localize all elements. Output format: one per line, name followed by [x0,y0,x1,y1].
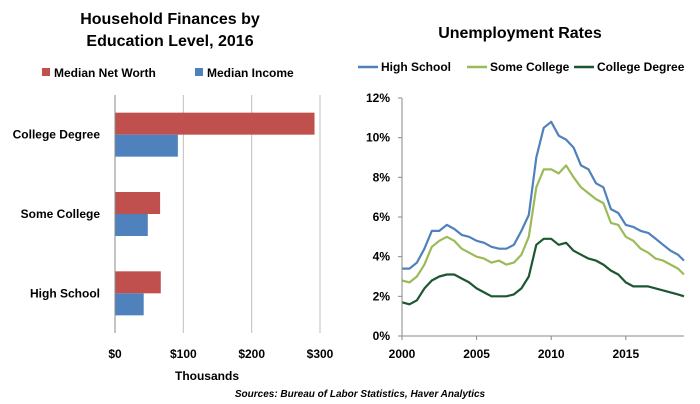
line-x-tick-label: 2005 [463,347,490,361]
bar-x-tick-label: $100 [170,347,197,361]
bar-median-income [115,293,144,316]
bar-category-label: High School [30,286,100,300]
line-y-tick-label: 8% [373,170,391,184]
line-x-tick-label: 2010 [538,347,565,361]
bar-category-label: College Degree [13,128,101,142]
bar-category-labels: College Degree Some College High School [13,128,101,301]
legend-swatch-income [195,68,203,76]
bar-marks [115,112,315,316]
line-y-tick-labels: 0% 2% 4% 6% 8% 10% 12% [366,91,402,343]
line-x-tick-label: 2015 [612,347,639,361]
bar-median-net-worth [115,271,161,294]
bar-x-axis-title: Thousands [175,369,239,383]
legend-label-college-degree: College Degree [597,60,685,74]
legend-swatch-net-worth [42,68,50,76]
line-series-high-school [402,120,685,270]
line-chart: Unemployment Rates High School Some Coll… [358,25,685,361]
legend-label-some-college: Some College [490,60,570,74]
bar-median-net-worth [115,112,315,135]
bar-median-income [115,134,178,157]
legend-label-high-school: High School [381,60,451,74]
source-note: Sources: Bureau of Labor Statistics, Hav… [235,389,486,400]
bar-chart: Household Finances by Education Level, 2… [13,11,334,383]
line-x-tick-label: 2000 [389,347,416,361]
bar-category-label: Some College [21,207,101,221]
legend-label-net-worth: Median Net Worth [54,66,156,80]
line-y-tick-label: 0% [373,329,391,343]
line-chart-title: Unemployment Rates [438,25,602,42]
bar-median-net-worth [115,192,161,214]
bar-chart-legend: Median Net Worth Median Income [42,66,294,80]
line-x-tick-labels: 2000 2005 2010 2015 [389,336,639,361]
line-y-tick-label: 10% [366,131,390,145]
bar-chart-title-line-1: Household Finances by [80,11,260,28]
bar-x-tick-label: $200 [238,347,265,361]
bar-gridlines [182,95,321,333]
line-series-some-college [401,164,685,284]
bar-x-tick-label: $300 [307,347,334,361]
line-y-tick-label: 4% [373,250,391,264]
line-y-tick-label: 2% [373,289,391,303]
bar-median-income [115,214,148,236]
line-y-tick-label: 6% [373,210,391,224]
line-series-group [401,120,685,306]
bar-chart-title-line-2: Education Level, 2016 [86,33,253,50]
line-chart-legend: High School Some College College Degree [358,60,685,74]
line-series-college-degree [401,237,685,306]
legend-label-income: Median Income [207,66,294,80]
bar-x-tick-label: $0 [108,347,122,361]
line-y-tick-label: 12% [366,91,390,105]
bar-x-tick-labels: $0 $100 $200 $300 [108,347,333,361]
